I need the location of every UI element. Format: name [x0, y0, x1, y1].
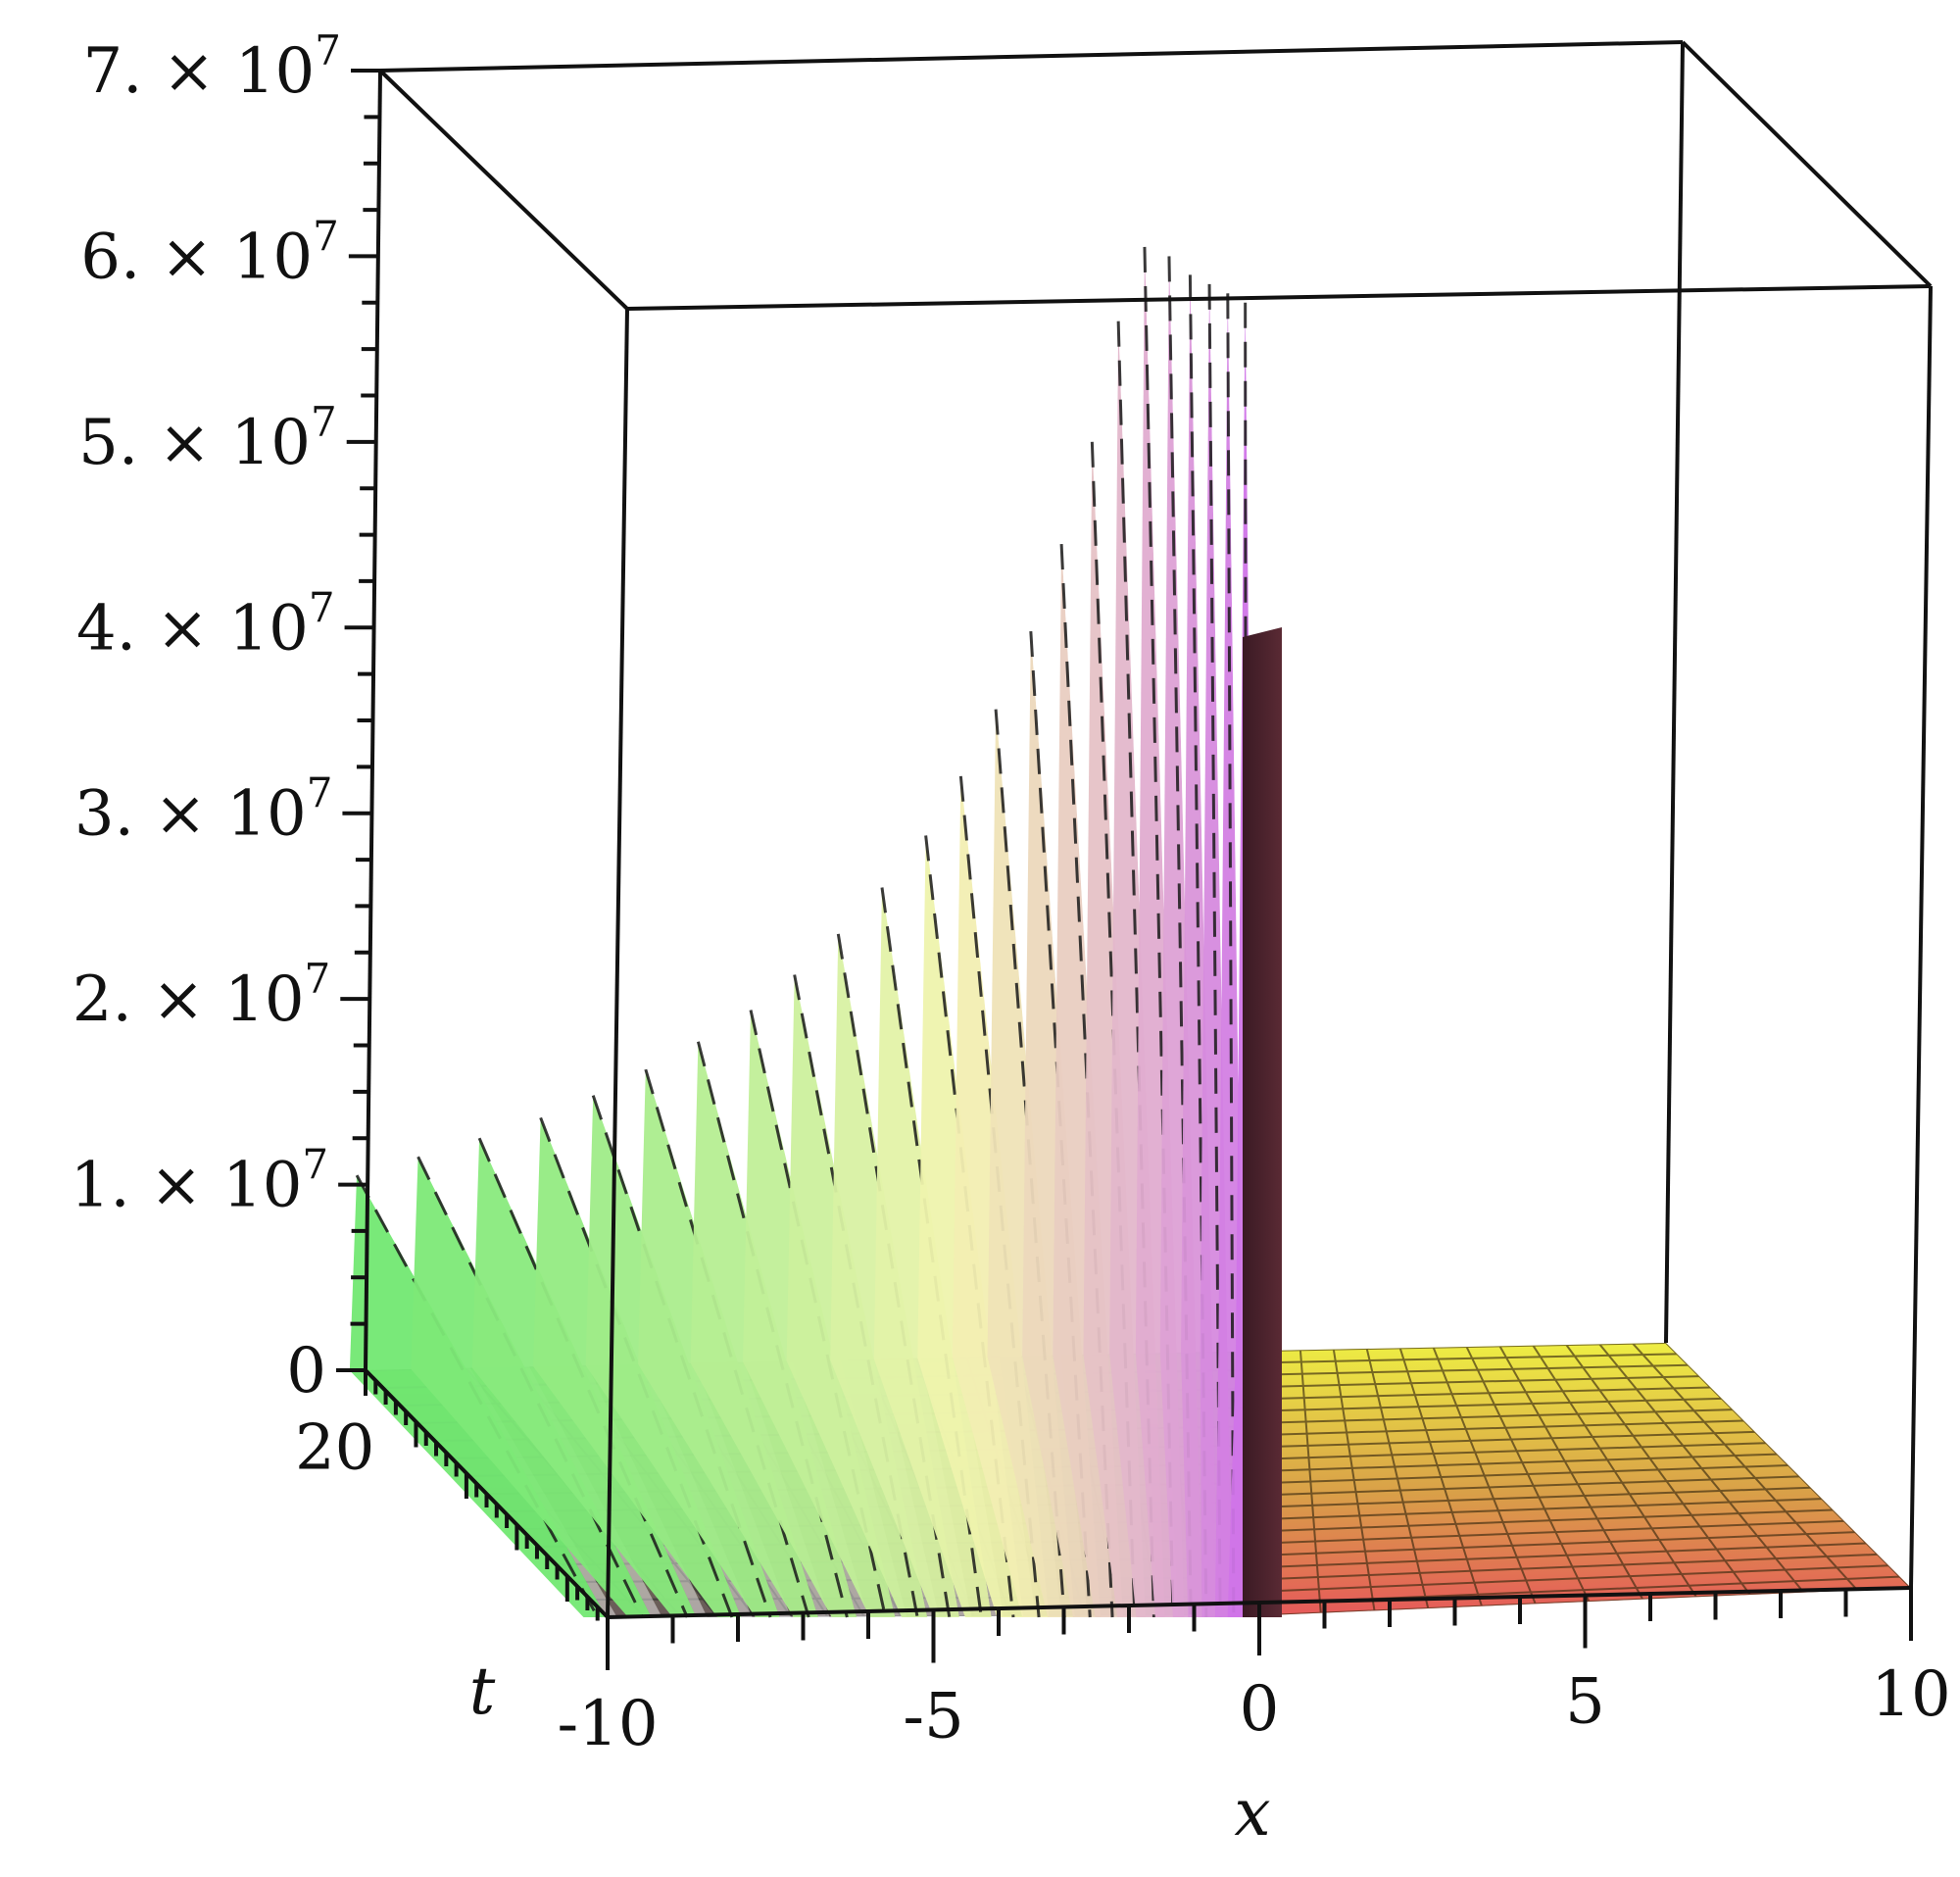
- grid-line: [1432, 1347, 1537, 1605]
- spike-highlight: [794, 974, 940, 1617]
- box-back-top-edge: [379, 40, 1684, 73]
- grid-line: [1532, 1345, 1697, 1598]
- box-front-left-edge: [606, 308, 629, 1618]
- t-axis-title: t: [469, 1654, 496, 1729]
- spike-mesh-line: [1059, 543, 1114, 1618]
- grid-line: [1298, 1350, 1322, 1613]
- grid-line: [1332, 1349, 1376, 1611]
- box-back: [379, 40, 1685, 1344]
- z-axis-ticks: 0 1. × 107 2. × 107 3. × 107 4. × 107 5. × 10…: [71, 26, 380, 1408]
- box-back-right-edge: [1664, 41, 1685, 1344]
- spike-mesh-line: [958, 775, 1041, 1618]
- z-tick-label: 5. × 107: [78, 398, 337, 479]
- z-tick-label: 0: [286, 1335, 326, 1408]
- x-tick-label: -5: [903, 1681, 963, 1754]
- x-tick-label: 5: [1565, 1666, 1605, 1739]
- z-tick-label: 7. × 107: [82, 26, 341, 108]
- z-tick-label: 2. × 107: [73, 955, 331, 1036]
- grid-line: [1665, 1343, 1911, 1589]
- x-tick-label: 10: [1871, 1658, 1950, 1731]
- box-top-right-edge: [1681, 40, 1933, 288]
- x-tick-label: -10: [557, 1688, 658, 1760]
- spike-mesh-line: [1226, 293, 1236, 1618]
- discontinuity-wall: [1243, 627, 1282, 1617]
- spike-mesh-line: [1167, 256, 1193, 1618]
- x-tick-label: 0: [1240, 1673, 1280, 1746]
- grid-line: [1498, 1345, 1644, 1601]
- z-tick-label: 6. × 107: [80, 212, 339, 293]
- box-front-top-edge: [626, 284, 1932, 311]
- x-axis-ticks: -10 -5 0 5 10: [557, 1588, 1951, 1760]
- x-axis-title: x: [1234, 1775, 1270, 1851]
- grid-line: [1598, 1343, 1805, 1594]
- box-top-left-edge: [378, 69, 629, 311]
- z-tick-label: 3. × 107: [74, 769, 333, 851]
- t-tick-label: 20: [295, 1411, 374, 1484]
- t-axis-ticks: 20: [295, 1370, 610, 1631]
- grid-line: [1398, 1348, 1483, 1606]
- z-tick-label: 1. × 107: [71, 1141, 329, 1222]
- grid-line: [1465, 1346, 1591, 1603]
- spike-mesh-line: [1244, 302, 1249, 1618]
- spike-highlight: [996, 709, 1088, 1617]
- grid-line: [1365, 1348, 1430, 1609]
- z-tick-label: 4. × 107: [76, 583, 335, 665]
- grid-line: [1632, 1343, 1858, 1592]
- spike-series: [349, 246, 1273, 1618]
- grid-line: [1565, 1344, 1751, 1596]
- spike-highlight: [1092, 441, 1159, 1617]
- spike-highlight: [1190, 274, 1232, 1617]
- box-front-right-edge: [1909, 285, 1933, 1589]
- spike-mesh-line: [477, 1137, 689, 1618]
